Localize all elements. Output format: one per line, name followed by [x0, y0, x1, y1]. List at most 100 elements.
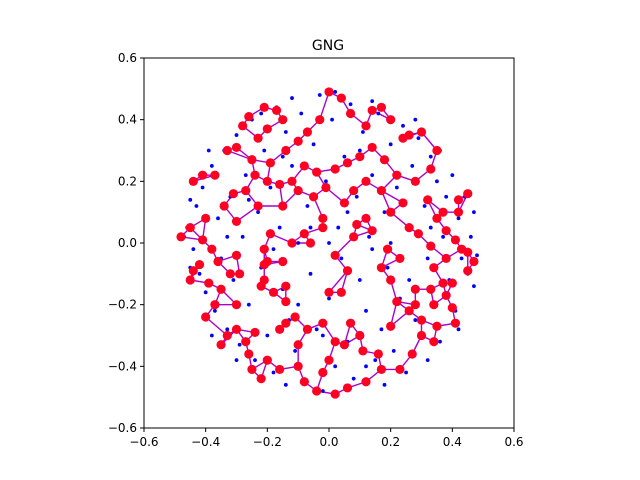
- network-node: [345, 318, 356, 328]
- sample-point: [410, 164, 415, 168]
- network-node: [275, 324, 285, 334]
- network-node: [312, 167, 322, 177]
- sample-point: [391, 349, 396, 353]
- network-node: [250, 170, 260, 180]
- network-node: [231, 300, 242, 310]
- sample-point: [308, 271, 313, 276]
- network-node: [410, 284, 420, 294]
- network-node: [367, 142, 377, 153]
- sample-point: [336, 225, 341, 230]
- sample-point: [203, 290, 208, 295]
- sample-point: [296, 302, 301, 307]
- network-node: [355, 152, 365, 162]
- network-node: [225, 269, 235, 279]
- x-tick-label: 0.0: [319, 435, 338, 449]
- x-axis-ticks: −0.6 −0.4 −0.2 0.0 0.2 0.4 0.6: [129, 428, 524, 449]
- sample-point: [373, 358, 378, 363]
- network-node: [231, 250, 242, 260]
- network-node: [416, 315, 427, 325]
- network-node: [271, 105, 282, 116]
- network-node: [293, 136, 303, 146]
- network-node: [287, 238, 297, 248]
- sample-point: [441, 234, 445, 239]
- network-node: [247, 364, 257, 375]
- network-node: [432, 213, 442, 223]
- network-node: [376, 185, 387, 196]
- sample-point: [364, 308, 368, 313]
- network-node: [367, 105, 377, 116]
- sample-point: [456, 216, 461, 221]
- network-node: [395, 253, 405, 264]
- network-node: [234, 269, 245, 279]
- network-node: [407, 349, 417, 359]
- network-node: [438, 207, 448, 217]
- y-tick-label: −0.2: [108, 298, 137, 312]
- network-edge: [205, 316, 228, 337]
- network-node: [262, 355, 272, 365]
- network-nodes: [176, 87, 479, 399]
- network-node: [392, 296, 402, 307]
- sample-point: [376, 111, 381, 116]
- sample-point: [342, 154, 347, 159]
- network-node: [379, 155, 390, 165]
- network-node: [447, 278, 457, 288]
- network-node: [238, 121, 248, 131]
- sample-point: [305, 204, 310, 208]
- network-node: [376, 364, 387, 375]
- network-node: [376, 102, 387, 112]
- sample-point: [290, 164, 294, 168]
- x-tick-label: 0.2: [381, 435, 400, 449]
- sample-point: [475, 253, 479, 258]
- sample-point: [213, 308, 217, 313]
- sample-point: [435, 179, 439, 184]
- sample-point: [354, 194, 359, 199]
- sample-point: [237, 342, 242, 347]
- sample-point: [401, 123, 405, 128]
- sample-point: [271, 370, 276, 375]
- sample-point: [209, 333, 214, 338]
- network-node: [450, 235, 461, 245]
- sample-point: [311, 142, 316, 147]
- network-node: [361, 121, 371, 131]
- sample-point: [404, 370, 408, 375]
- network-node: [228, 189, 239, 199]
- sample-point: [243, 173, 248, 178]
- network-node: [259, 244, 269, 254]
- network-node: [358, 346, 368, 356]
- network-node: [222, 330, 232, 341]
- network-node: [299, 229, 309, 239]
- x-tick-label: 0.6: [504, 435, 523, 449]
- y-axis-ticks: −0.6 −0.4 −0.2 0.0 0.2 0.4 0.6: [108, 51, 144, 435]
- sample-point: [450, 173, 455, 178]
- network-node: [373, 349, 383, 359]
- y-tick-label: −0.4: [108, 359, 137, 373]
- network-node: [253, 201, 263, 211]
- sample-point: [216, 216, 220, 221]
- sample-point: [357, 278, 362, 282]
- network-node: [429, 300, 439, 310]
- network-node: [453, 207, 464, 217]
- network-node: [382, 244, 393, 254]
- network-node: [216, 284, 226, 294]
- network-node: [253, 133, 263, 143]
- network-node: [305, 238, 316, 248]
- network-node: [231, 142, 242, 153]
- sample-point: [428, 154, 433, 159]
- sample-point: [388, 142, 393, 147]
- sample-point: [317, 93, 322, 97]
- x-tick-label: −0.4: [191, 435, 220, 449]
- network-node: [219, 201, 229, 211]
- sample-point: [385, 265, 390, 270]
- network-node: [342, 266, 353, 276]
- network-node: [336, 287, 346, 297]
- sample-point: [246, 197, 251, 202]
- network-node: [441, 290, 451, 301]
- sample-point: [379, 327, 384, 332]
- network-node: [438, 278, 448, 288]
- network-node: [222, 145, 232, 156]
- network-node: [244, 111, 254, 122]
- network-node: [278, 256, 288, 267]
- network-edge: [319, 91, 330, 120]
- network-node: [197, 170, 208, 180]
